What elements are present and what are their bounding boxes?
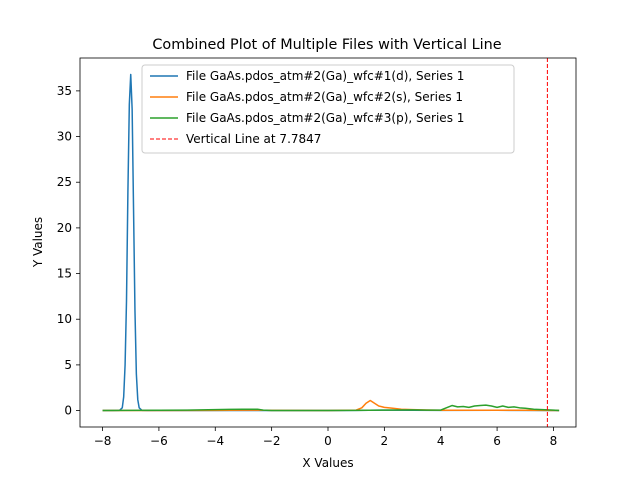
legend-label: File GaAs.pdos_atm#2(Ga)_wfc#1(d), Serie… bbox=[186, 69, 464, 83]
x-tick-label: 6 bbox=[493, 434, 501, 448]
x-tick-label: 2 bbox=[381, 434, 389, 448]
y-tick-label: 10 bbox=[57, 312, 72, 326]
x-tick-label: −4 bbox=[206, 434, 224, 448]
x-axis-label: X Values bbox=[302, 456, 353, 470]
y-tick-label: 30 bbox=[57, 130, 72, 144]
x-tick-label: −2 bbox=[263, 434, 281, 448]
x-tick-label: −6 bbox=[150, 434, 168, 448]
legend-label: File GaAs.pdos_atm#2(Ga)_wfc#3(p), Serie… bbox=[186, 111, 464, 125]
legend-label: File GaAs.pdos_atm#2(Ga)_wfc#2(s), Serie… bbox=[186, 90, 463, 104]
x-axis-ticks: −8 −6 −4 −2 0 2 4 6 8 bbox=[94, 427, 558, 448]
y-axis-ticks: 0 5 10 15 20 25 30 35 bbox=[57, 84, 80, 418]
series-line-3 bbox=[102, 404, 560, 412]
legend-box bbox=[141, 64, 515, 154]
y-tick-label: 25 bbox=[57, 175, 72, 189]
y-tick-label: 20 bbox=[57, 221, 72, 235]
y-axis-label: Y Values bbox=[31, 217, 45, 268]
series-line-2 bbox=[102, 399, 560, 412]
y-tick-label: 35 bbox=[57, 84, 72, 98]
x-tick-label: −8 bbox=[94, 434, 112, 448]
x-tick-label: 0 bbox=[324, 434, 332, 448]
y-tick-label: 15 bbox=[57, 267, 72, 281]
x-tick-label: 8 bbox=[550, 434, 558, 448]
plot-area bbox=[102, 58, 560, 427]
y-tick-label: 0 bbox=[64, 404, 72, 418]
x-tick-label: 4 bbox=[437, 434, 445, 448]
chart-title: Combined Plot of Multiple Files with Ver… bbox=[152, 37, 501, 53]
y-tick-label: 5 bbox=[64, 358, 72, 372]
legend-label: Vertical Line at 7.7847 bbox=[186, 132, 321, 146]
legend: File GaAs.pdos_atm#2(Ga)_wfc#1(d), Serie… bbox=[141, 64, 515, 154]
